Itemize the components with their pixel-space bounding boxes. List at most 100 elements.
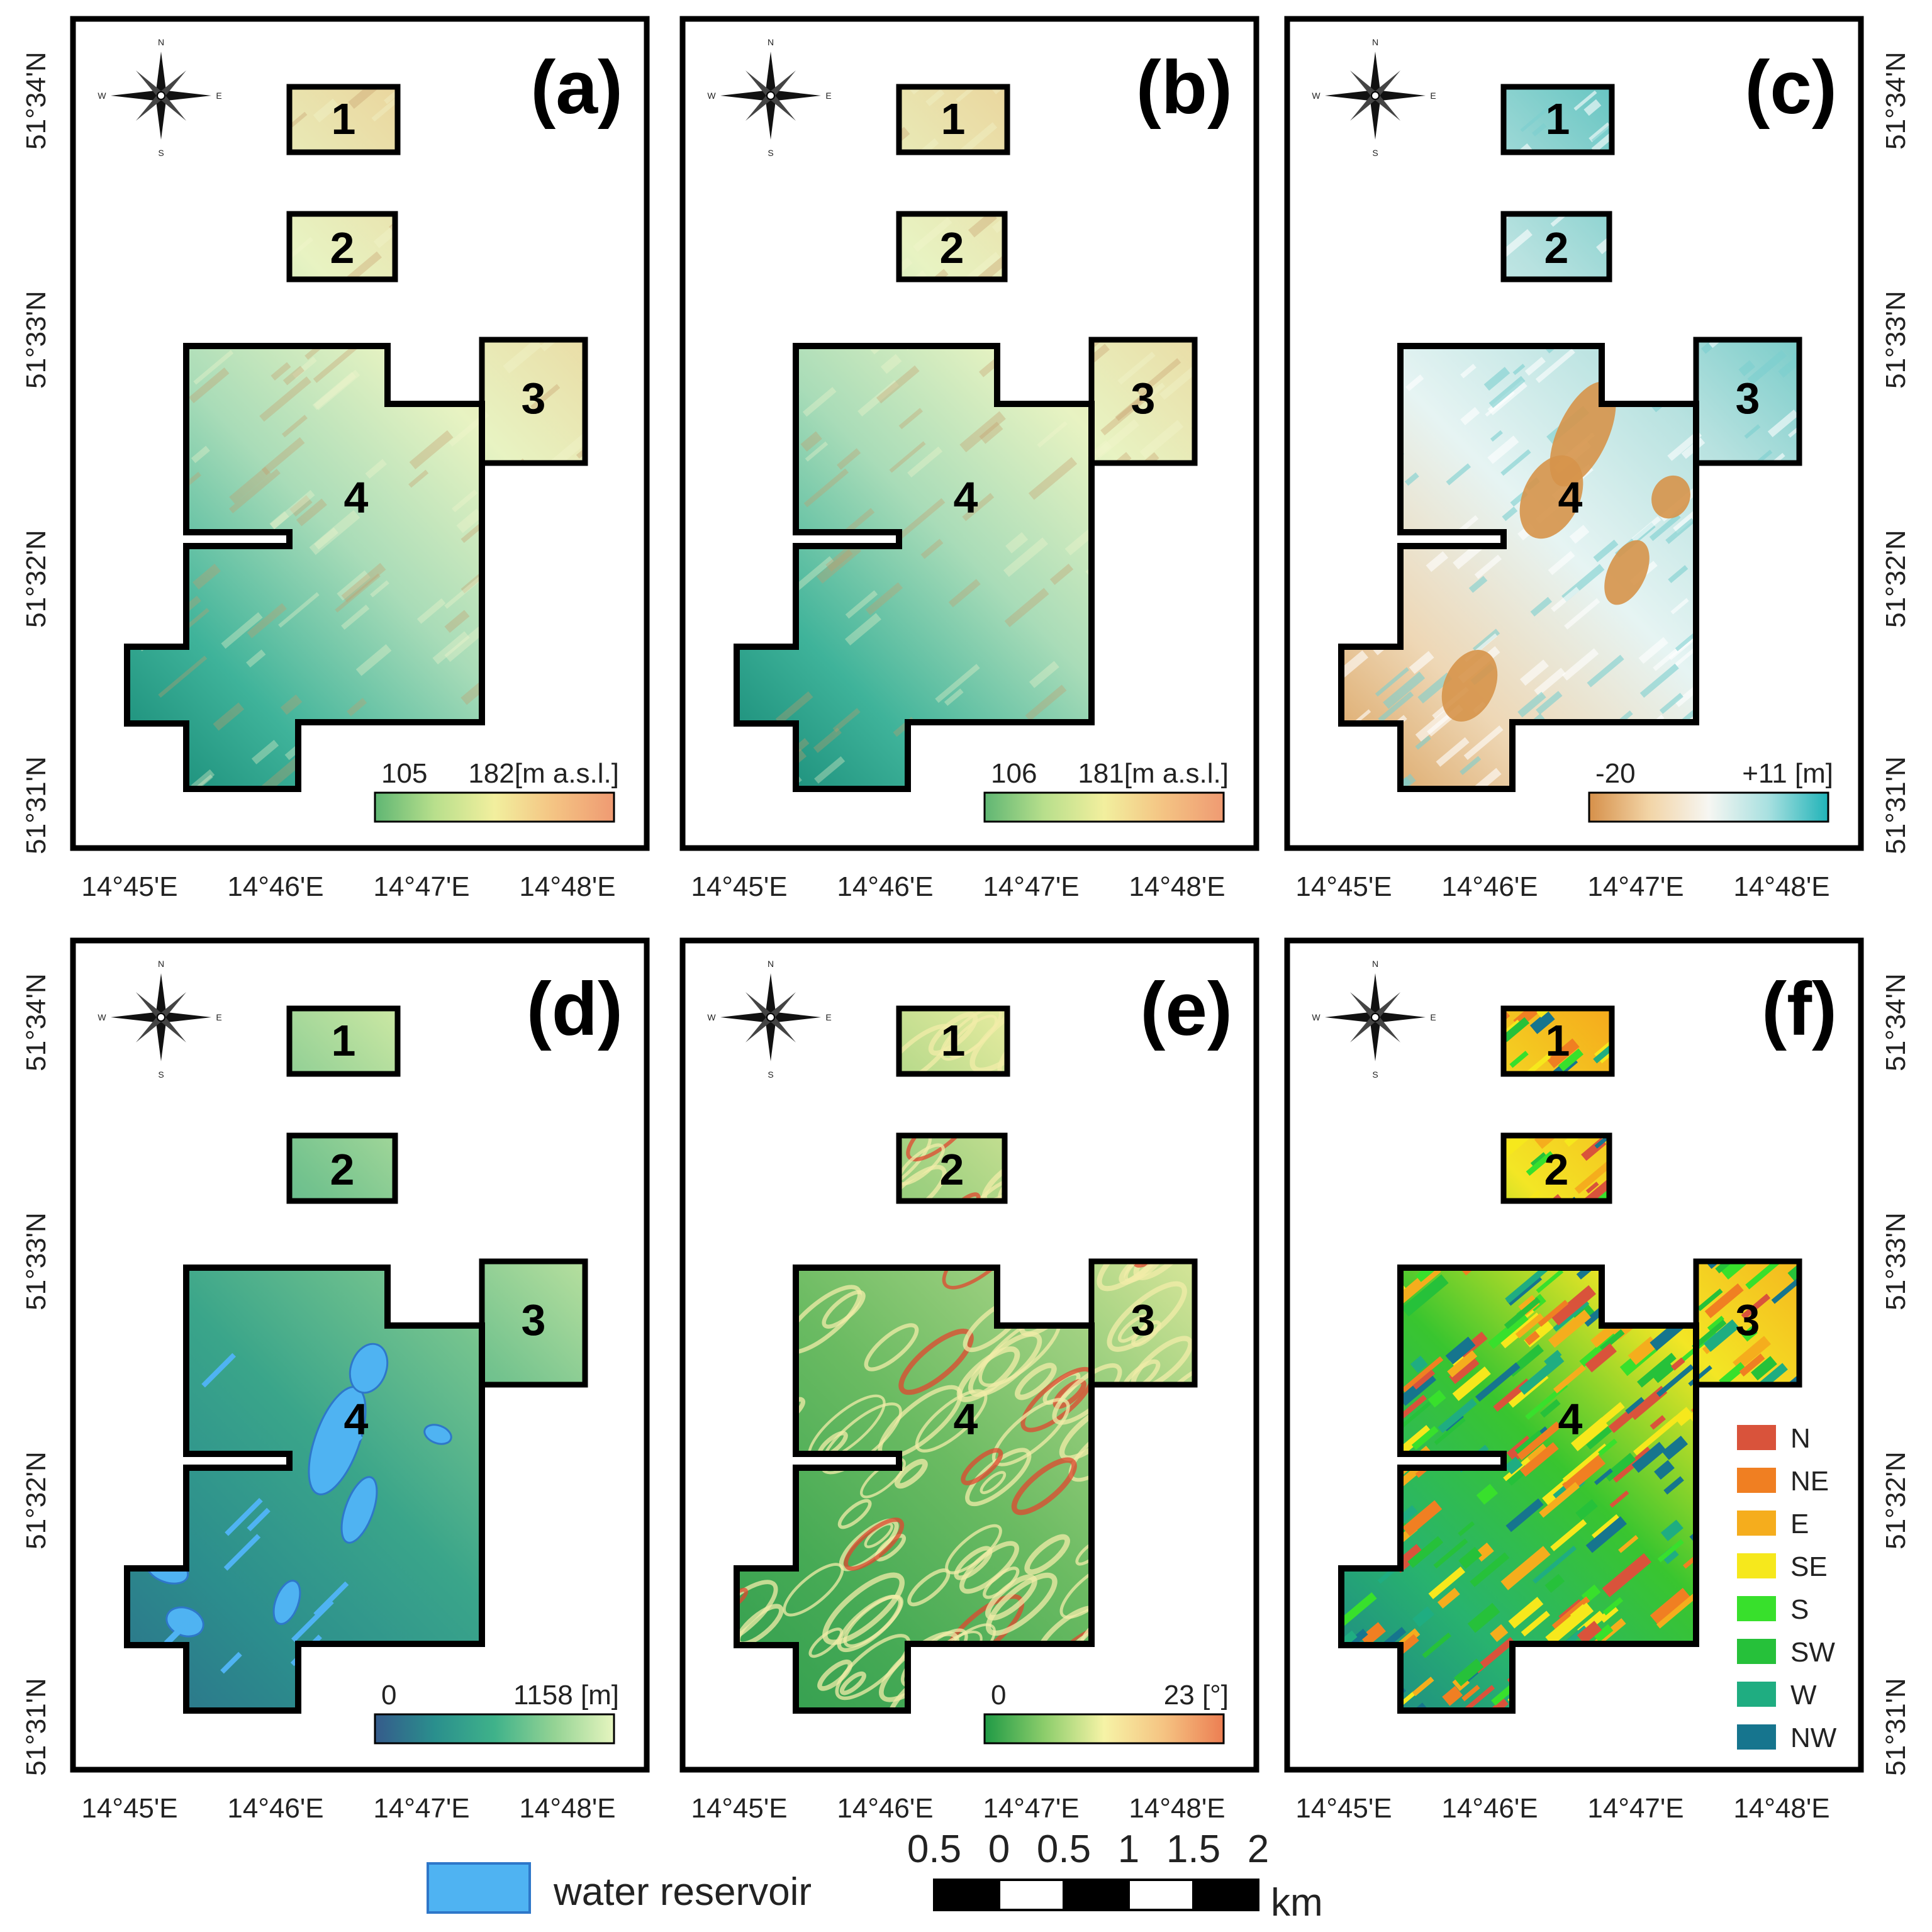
compass-n: N [1372, 959, 1378, 969]
lat-label-left: 51°34'N [21, 52, 52, 150]
lon-label: 14°48'E [1129, 871, 1225, 902]
map-panel-e: 1 2 3 4 (e) N S E W 0 23 [°] 14°45'E 14°46'E 14°47'E 1… [679, 937, 1259, 1824]
north-arrow-icon: N S E W [98, 959, 221, 1080]
compass-s: S [158, 1069, 164, 1080]
colorbar [374, 1713, 615, 1745]
area-number-3: 3 [1736, 374, 1760, 423]
area-number-1: 1 [1546, 94, 1570, 143]
lon-label: 14°48'E [1129, 1793, 1225, 1824]
area-4-outline [124, 1265, 485, 1714]
legend-swatch [1737, 1639, 1776, 1664]
area-3-outline [1088, 1258, 1198, 1388]
area-number-2: 2 [940, 223, 964, 272]
map-panel-a: 1 2 3 4 (a) N S E W 105 182[m a.s.l.] 14°45'E 14°46'… [70, 16, 650, 902]
area-3-outline [1693, 337, 1802, 466]
lon-label: 14°48'E [1733, 871, 1829, 902]
area-4-outline [734, 343, 1095, 792]
area-number-4: 4 [954, 1395, 978, 1444]
colorbar [983, 791, 1225, 823]
colorbar-min: 106 [991, 758, 1037, 789]
area-number-1: 1 [941, 94, 966, 143]
area-3-outline [1088, 337, 1198, 466]
lat-label-right: 51°31'N [1880, 756, 1911, 854]
legend-label: E [1790, 1509, 1809, 1539]
lat-label-right: 51°33'N [1880, 1212, 1911, 1310]
compass-n: N [1372, 37, 1378, 47]
lat-label-right: 51°32'N [1880, 530, 1911, 628]
lat-label-left: 51°31'N [21, 756, 52, 854]
colorbar-max: 181[m a.s.l.] [1078, 758, 1229, 789]
map-panel-c: 1 2 3 4 (c) N S E W -20 +11 [m] 14°45'E 14°46'E 14°47… [1284, 16, 1864, 902]
colorbar-min: 0 [381, 1680, 396, 1711]
colorbar-max: 1158 [m] [513, 1680, 619, 1711]
colorbar-max: +11 [m] [1742, 758, 1833, 789]
compass-w: W [1312, 1012, 1321, 1022]
scale-label: 1.5 [1166, 1828, 1220, 1871]
lon-label: 14°45'E [691, 871, 787, 902]
legend-label: N [1790, 1423, 1811, 1454]
lon-label: 14°48'E [1733, 1793, 1829, 1824]
area-number-3: 3 [1131, 374, 1156, 423]
lat-label-right: 51°32'N [1880, 1451, 1911, 1550]
panel-label: (c) [1745, 45, 1837, 130]
scale-label: 0.5 [1037, 1828, 1091, 1871]
north-arrow-icon: N S E W [1312, 37, 1436, 158]
compass-s: S [768, 148, 773, 158]
lat-label-right: 51°33'N [1880, 291, 1911, 389]
area-1-outline [896, 84, 1010, 155]
legend-swatch [1737, 1724, 1776, 1750]
map-panel-d: 1 2 3 4 (d) N S E W 0 1158 [m] 14°45'E 14°46'E 14°47'… [70, 937, 650, 1824]
lon-label: 14°47'E [983, 1793, 1079, 1824]
area-number-4: 4 [954, 473, 978, 522]
legend-label: NW [1790, 1723, 1837, 1753]
north-arrow-icon: N S E W [1312, 959, 1436, 1080]
lon-label: 14°46'E [227, 1793, 323, 1824]
lon-label: 14°45'E [691, 1793, 787, 1824]
legend-swatch [1737, 1553, 1776, 1578]
area-number-2: 2 [330, 223, 355, 272]
area-number-4: 4 [1558, 1395, 1583, 1444]
lon-label: 14°48'E [519, 1793, 615, 1824]
area-1-outline [1500, 84, 1615, 155]
lon-label: 14°47'E [373, 871, 469, 902]
compass-w: W [98, 1012, 106, 1022]
water-legend: water reservoir [427, 1862, 812, 1914]
lon-label: 14°45'E [81, 871, 177, 902]
scale-label: 2 [1248, 1828, 1269, 1871]
north-arrow-icon: N S E W [98, 37, 221, 158]
compass-n: N [158, 959, 164, 969]
lat-label-right: 51°34'N [1880, 52, 1911, 150]
legend-swatch [1737, 1425, 1776, 1450]
area-number-3: 3 [1736, 1295, 1760, 1344]
lat-label-right: 51°34'N [1880, 973, 1911, 1071]
legend-label: SE [1790, 1551, 1828, 1582]
area-1-outline [1500, 1005, 1615, 1077]
lat-label-left: 51°33'N [21, 1212, 52, 1310]
compass-e: E [1430, 1012, 1436, 1022]
panel-label: (b) [1136, 45, 1232, 130]
area-number-4: 4 [1558, 473, 1583, 522]
area-2-outline [286, 211, 398, 282]
lon-label: 14°45'E [1295, 1793, 1392, 1824]
area-number-2: 2 [1544, 1145, 1569, 1194]
compass-e: E [216, 1012, 221, 1022]
area-3-outline [1693, 1258, 1802, 1388]
area-1-outline [286, 84, 401, 155]
area-2-outline [1500, 211, 1612, 282]
colorbar [1588, 791, 1829, 823]
scale-label: 0.5 [907, 1828, 961, 1871]
colorbar-min: -20 [1595, 758, 1636, 789]
area-4-outline [734, 1265, 1095, 1714]
compass-s: S [1372, 1069, 1378, 1080]
aspect-legend: N NE E SE S SW W NW [1737, 1423, 1837, 1753]
colorbar-min: 0 [991, 1680, 1006, 1711]
lon-label: 14°46'E [837, 1793, 933, 1824]
lat-label-left: 51°31'N [21, 1678, 52, 1776]
scale-label: 0 [988, 1828, 1010, 1871]
compass-s: S [1372, 148, 1378, 158]
compass-e: E [1430, 91, 1436, 101]
area-2-outline [286, 1132, 398, 1204]
lat-label-left: 51°32'N [21, 1451, 52, 1550]
